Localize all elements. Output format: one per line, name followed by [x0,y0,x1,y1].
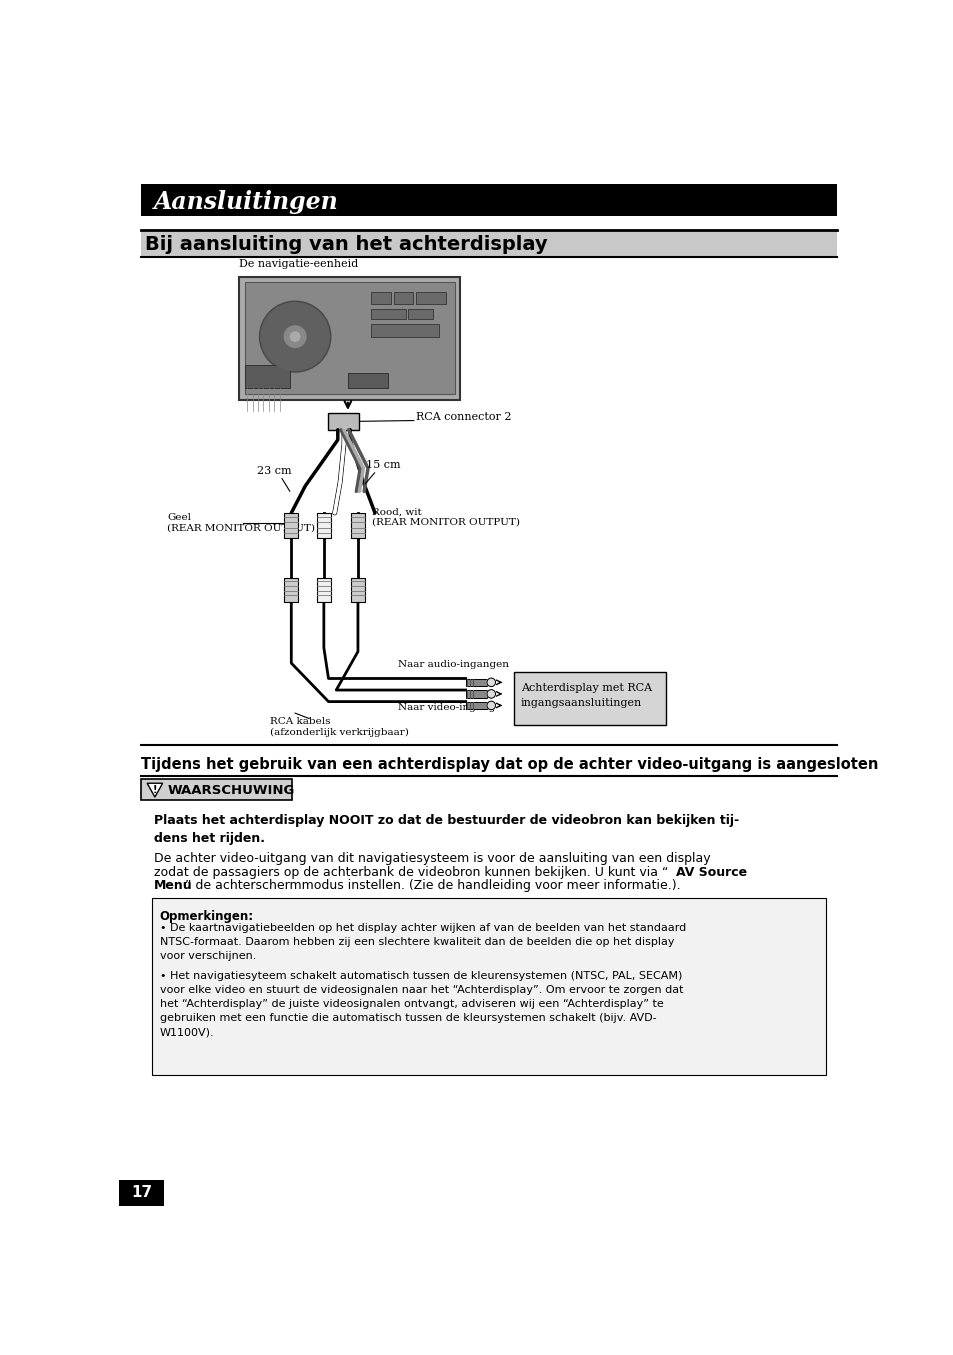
FancyBboxPatch shape [141,230,836,256]
Text: Opmerkingen:: Opmerkingen: [159,911,253,923]
Circle shape [486,702,495,710]
FancyBboxPatch shape [284,514,298,538]
Text: 15 cm: 15 cm [365,461,400,470]
FancyBboxPatch shape [351,514,365,538]
Circle shape [486,690,495,698]
Text: 23 cm: 23 cm [257,466,292,476]
FancyBboxPatch shape [316,514,331,538]
Text: WAARSCHUWING: WAARSCHUWING [167,783,294,797]
FancyBboxPatch shape [465,679,487,686]
FancyBboxPatch shape [371,291,391,304]
Text: • Het navigatiesyteem schakelt automatisch tussen de kleurensystemen (NTSC, PAL,: • Het navigatiesyteem schakelt automatis… [159,972,682,1037]
FancyBboxPatch shape [245,282,455,394]
Circle shape [284,325,306,347]
FancyBboxPatch shape [284,579,298,602]
FancyBboxPatch shape [141,779,292,801]
Text: Naar video-ingang: Naar video-ingang [397,703,496,713]
Text: Aansluitingen: Aansluitingen [154,190,338,214]
Text: !: ! [152,785,157,795]
FancyBboxPatch shape [514,672,665,725]
Text: Menu: Menu [154,879,193,893]
Text: Rood, wit
(REAR MONITOR OUTPUT): Rood, wit (REAR MONITOR OUTPUT) [372,508,519,527]
FancyBboxPatch shape [119,1180,164,1206]
Text: ” de achterschermmodus instellen. (Zie de handleiding voor meer informatie.).: ” de achterschermmodus instellen. (Zie d… [185,879,680,893]
Text: 17: 17 [131,1186,152,1201]
FancyBboxPatch shape [328,413,359,430]
FancyBboxPatch shape [394,291,413,304]
FancyBboxPatch shape [371,309,406,318]
FancyBboxPatch shape [465,690,487,698]
Text: Bij aansluiting van het achterdisplay: Bij aansluiting van het achterdisplay [145,234,547,253]
FancyBboxPatch shape [316,579,331,602]
FancyBboxPatch shape [348,373,388,389]
Text: RCA connector 2: RCA connector 2 [416,412,511,423]
Text: Geel
(REAR MONITOR OUTPUT): Geel (REAR MONITOR OUTPUT) [167,514,315,533]
Polygon shape [147,783,162,797]
Text: Achterdisplay met RCA
ingangsaansluitingen: Achterdisplay met RCA ingangsaansluiting… [520,683,651,707]
Text: • De kaartnavigatiebeelden op het display achter wijken af van de beelden van he: • De kaartnavigatiebeelden op het displa… [159,923,685,961]
FancyBboxPatch shape [141,184,836,217]
FancyBboxPatch shape [351,579,365,602]
Text: zodat de passagiers op de achterbank de videobron kunnen bekijken. U kunt via “: zodat de passagiers op de achterbank de … [154,866,668,878]
FancyBboxPatch shape [239,276,459,400]
Circle shape [259,301,331,373]
Circle shape [261,302,329,370]
FancyBboxPatch shape [245,364,290,389]
FancyBboxPatch shape [465,702,487,709]
FancyBboxPatch shape [152,898,825,1075]
Text: AV Source: AV Source [676,866,747,878]
Circle shape [486,678,495,687]
Text: Tijdens het gebruik van een achterdisplay dat op de achter video-uitgang is aang: Tijdens het gebruik van een achterdispla… [141,757,878,772]
Text: De navigatie-eenheid: De navigatie-eenheid [239,259,358,268]
FancyBboxPatch shape [416,291,445,304]
Text: Plaats het achterdisplay NOOIT zo dat de bestuurder de videobron kan bekijken ti: Plaats het achterdisplay NOOIT zo dat de… [154,814,739,846]
FancyBboxPatch shape [408,309,433,318]
Text: Naar audio-ingangen: Naar audio-ingangen [397,660,509,669]
Text: RCA kabels
(afzonderlijk verkrijgbaar): RCA kabels (afzonderlijk verkrijgbaar) [270,717,409,737]
Text: De achter video-uitgang van dit navigatiesysteem is voor de aansluiting van een : De achter video-uitgang van dit navigati… [154,852,710,864]
FancyBboxPatch shape [371,324,439,336]
Circle shape [291,332,299,341]
